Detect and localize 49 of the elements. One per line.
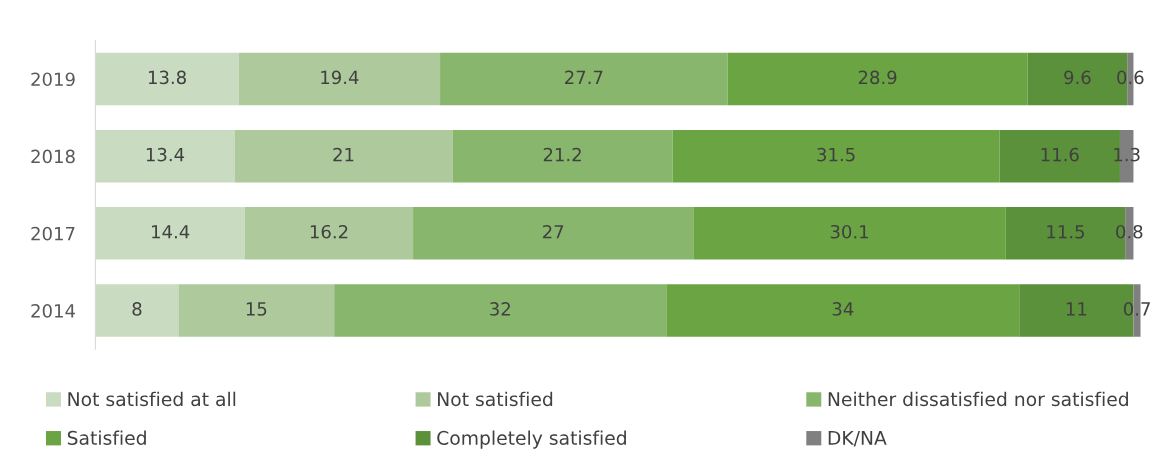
data-label: 0.7 bbox=[1123, 302, 1150, 316]
data-label: 31.5 bbox=[817, 147, 855, 162]
bar bbox=[666, 284, 1020, 337]
legend-label: Completely satisfied bbox=[437, 430, 626, 449]
y-tick-label: 2017 bbox=[31, 226, 75, 241]
bar bbox=[234, 129, 453, 183]
data-label: 0.6 bbox=[1117, 70, 1144, 85]
bar bbox=[178, 284, 335, 337]
bar bbox=[238, 52, 441, 106]
y-tick-label: 2014 bbox=[31, 303, 75, 318]
bar bbox=[440, 52, 728, 106]
data-label: 9.6 bbox=[1064, 70, 1091, 85]
data-label: 28.9 bbox=[858, 70, 897, 85]
bar bbox=[693, 207, 1006, 260]
data-label: 11.5 bbox=[1047, 225, 1084, 239]
data-label: 32 bbox=[490, 302, 510, 316]
y-tick-label: 2018 bbox=[31, 149, 75, 164]
bar bbox=[452, 129, 673, 183]
legend-label: Neither dissatisfied nor satisfied bbox=[828, 391, 1128, 407]
data-label: 30.1 bbox=[830, 224, 868, 239]
data-label: 11 bbox=[1066, 302, 1087, 316]
data-label: 8 bbox=[132, 302, 142, 316]
data-label: 0.8 bbox=[1116, 224, 1143, 239]
data-label: 15 bbox=[246, 302, 267, 316]
bar bbox=[672, 129, 1000, 183]
data-label: 14.4 bbox=[152, 225, 190, 239]
bar bbox=[334, 284, 667, 337]
bar bbox=[244, 207, 414, 260]
bar bbox=[95, 129, 235, 183]
bar bbox=[727, 52, 1028, 106]
legend-label: Not satisfied at all bbox=[68, 391, 236, 407]
bar bbox=[413, 207, 694, 260]
data-label: 21.2 bbox=[543, 147, 581, 162]
data-label: 27 bbox=[543, 224, 564, 239]
data-label: 21 bbox=[333, 147, 354, 162]
data-label: 13.8 bbox=[148, 70, 186, 85]
y-tick-label: 2019 bbox=[31, 72, 75, 87]
legend-label: DK/NA bbox=[828, 431, 887, 447]
data-label: 13.4 bbox=[146, 147, 185, 162]
bar bbox=[95, 284, 179, 337]
data-label: 19.4 bbox=[321, 70, 359, 85]
legend-label: Not satisfied bbox=[438, 391, 553, 407]
legend-label: Satisfied bbox=[67, 430, 146, 445]
data-label: 11.6 bbox=[1041, 147, 1079, 162]
bar bbox=[95, 52, 239, 106]
bar bbox=[95, 207, 245, 260]
data-label: 16.2 bbox=[310, 224, 348, 239]
data-label: 34 bbox=[832, 302, 854, 316]
data-label: 27.7 bbox=[565, 70, 603, 84]
